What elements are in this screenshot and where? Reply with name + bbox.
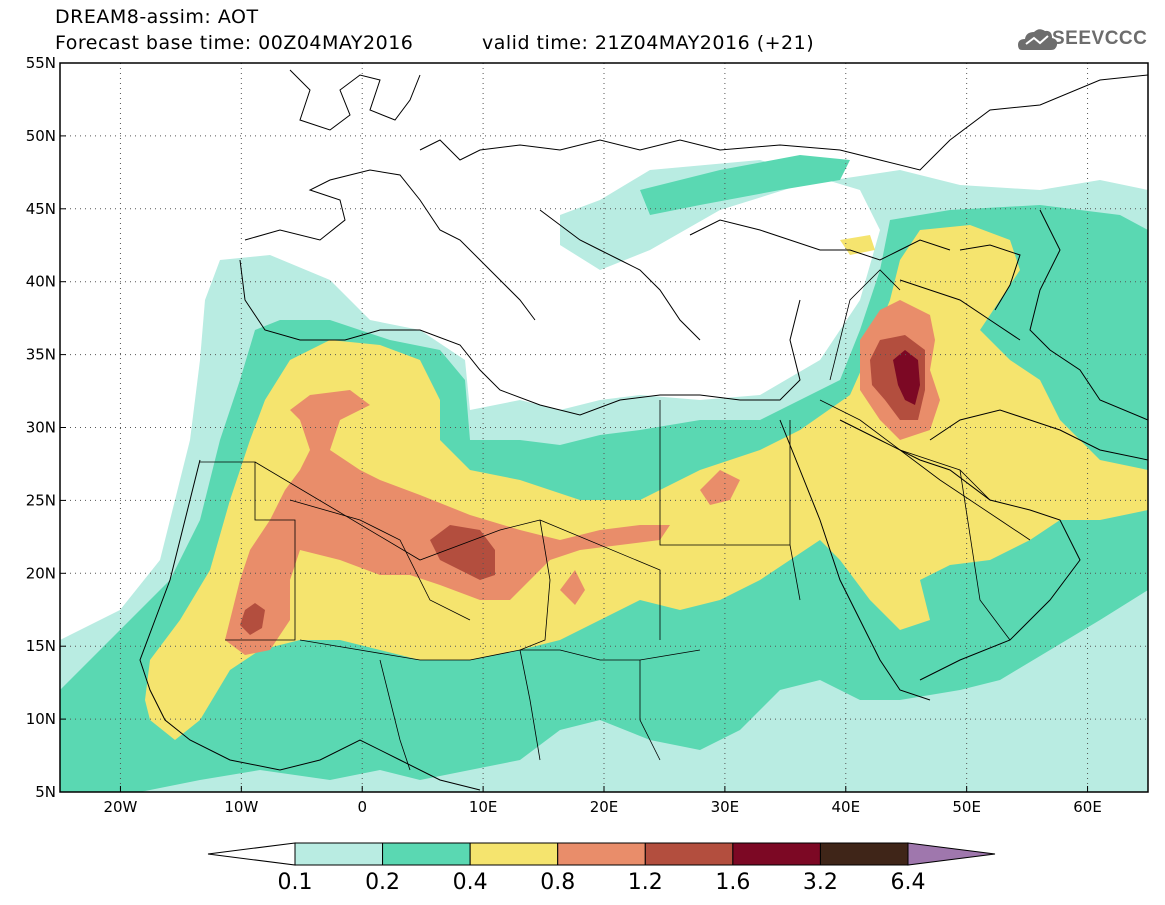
lon-tick-label: 40E: [831, 798, 860, 816]
lat-tick-label: 15N: [26, 637, 56, 655]
lon-tick-label: 10E: [469, 798, 498, 816]
colorbar-bin: [469, 842, 559, 866]
colorbar-bin: [644, 842, 734, 866]
coastlines: [139, 69, 1148, 791]
colorbar-level-label: 1.6: [715, 870, 750, 895]
colorbar-level-label: 0.4: [453, 870, 488, 895]
colorbar-level-label: 0.8: [540, 870, 575, 895]
colorbar-level-label: 0.2: [365, 870, 400, 895]
lat-tick-label: 20N: [26, 564, 56, 582]
lat-tick-label: 5N: [35, 783, 56, 801]
cloud-logo-icon: [1018, 29, 1058, 50]
colorbar-bin: [382, 842, 471, 866]
lon-tick-label: 20W: [103, 798, 137, 816]
lon-tick-label: 0: [357, 798, 367, 816]
valid-time: valid time: 21Z04MAY2016 (+21): [482, 32, 815, 54]
lat-tick-label: 50N: [26, 127, 56, 145]
colorbar-level-label: 0.1: [278, 870, 313, 895]
lat-tick-label: 25N: [26, 491, 56, 509]
colorbar-level-label: 3.2: [803, 870, 838, 895]
colorbar: 0.1 0.2 0.4 0.8 1.2 1.6 3.2 6.4: [207, 842, 996, 895]
lon-tick-label: 50E: [952, 798, 981, 816]
lat-tick-label: 55N: [26, 54, 56, 72]
forecast-base-time: Forecast base time: 00Z04MAY2016: [55, 32, 414, 54]
latitude-labels: 55N 50N 45N 40N 35N 30N 25N 20N 15N 10N 5N: [26, 54, 66, 801]
colorbar-under-triangle: [207, 842, 296, 866]
colorbar-bin: [732, 842, 821, 866]
colorbar-bin: [557, 842, 646, 866]
lat-tick-label: 45N: [26, 200, 56, 218]
lon-tick-label: 30E: [711, 798, 740, 816]
colorbar-over-triangle: [907, 842, 996, 866]
logo-text: SEEVCCC: [1052, 28, 1148, 49]
lon-tick-label: 10W: [224, 798, 258, 816]
colorbar-bin: [294, 842, 384, 866]
country-borders: [200, 269, 1031, 771]
lat-tick-label: 10N: [26, 710, 56, 728]
lat-tick-label: 40N: [26, 273, 56, 291]
lon-tick-label: 60E: [1073, 798, 1102, 816]
colorbar-level-label: 1.2: [628, 870, 663, 895]
colorbar-level-label: 6.4: [891, 870, 926, 895]
lat-tick-label: 35N: [26, 346, 56, 364]
lat-tick-label: 30N: [26, 419, 56, 437]
lon-tick-label: 20E: [590, 798, 619, 816]
colorbar-bin: [819, 842, 909, 866]
map-title: DREAM8-assim: AOT: [55, 6, 259, 28]
longitude-labels: 20W 10W 0 10E 20E 30E 40E 50E 60E: [103, 786, 1102, 816]
